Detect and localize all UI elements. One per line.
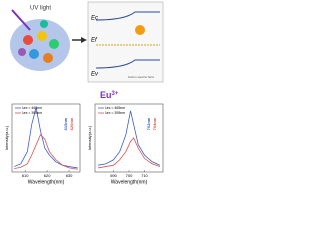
ion-charge: 3+ [112, 91, 119, 97]
nanocrystal [10, 19, 70, 71]
x-tick-label: 710 [141, 173, 148, 178]
x-axis-label: Wavelength(nm) [28, 179, 65, 185]
peak-label: 704nm [152, 117, 157, 130]
spectrum-line [98, 137, 161, 169]
spectrum-line [98, 110, 161, 166]
band-diagram [87, 1, 164, 83]
spectrum-line [14, 133, 78, 170]
legend-label: λex = 395nm [22, 111, 42, 115]
x-tick-label: 610 [22, 173, 29, 178]
spectrum-line [14, 107, 78, 169]
graphic: UV light Ec Ef Ev built-in electric fiel… [4, 1, 164, 185]
uv-arrow [11, 9, 31, 31]
legend-label: λex = 465nm [22, 106, 42, 110]
x-tick-label: 700 [126, 173, 133, 178]
peak-label: 702nm [146, 117, 151, 130]
y-axis-label: Intensity(a.u.) [4, 125, 9, 150]
y-axis-label: Intensity(a.u.) [87, 125, 92, 150]
field-label: built-in electric field [128, 75, 154, 79]
legend-label: λex = 465nm [105, 106, 125, 110]
x-tick-label: 630 [66, 173, 73, 178]
ion-label: Eu3+ [100, 90, 119, 100]
plot-frame [11, 103, 81, 173]
x-axis-label: Wavelength(nm) [111, 179, 148, 185]
x-tick-label: 690 [110, 173, 117, 178]
x-tick-label: 620 [44, 173, 51, 178]
band-label: Ef [91, 38, 98, 44]
band-label: Ev [91, 72, 99, 78]
legend-label: λex = 395nm [105, 111, 125, 115]
ion: Eu [100, 90, 112, 100]
band-label: Ec [91, 16, 98, 22]
peak-label: 620nm [69, 117, 74, 130]
peak-label: 615nm [63, 117, 68, 130]
plots: 610 620 630Wavelength(nm)Intensity(a.u.)λe… [4, 103, 164, 185]
uv-label: UV light [30, 6, 51, 12]
